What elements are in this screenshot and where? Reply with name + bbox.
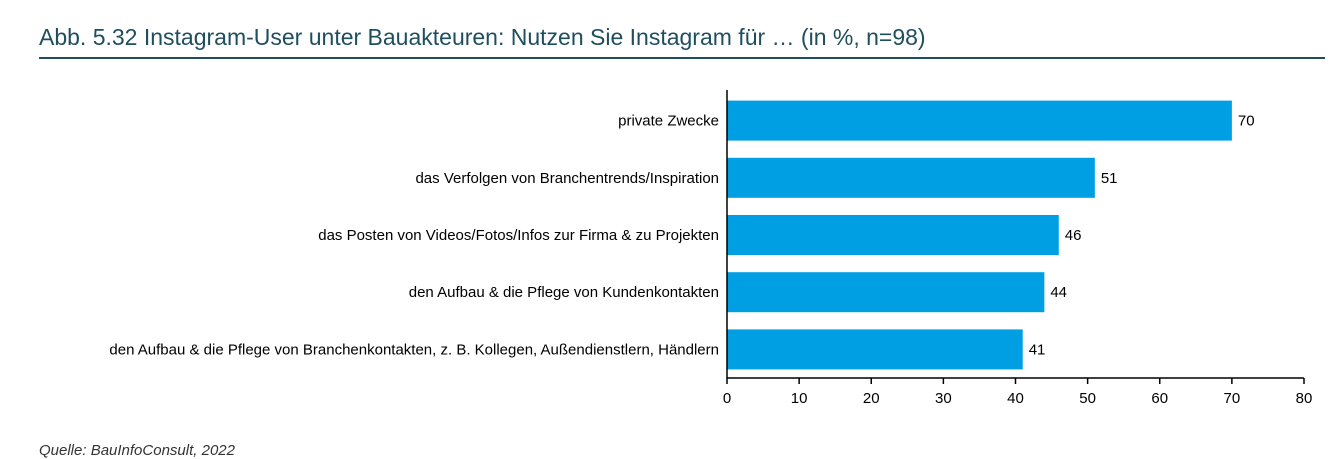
bar: [727, 100, 1232, 141]
x-tick-label: 10: [791, 390, 808, 407]
data-label: 51: [1101, 170, 1118, 187]
x-tick-label: 40: [1007, 390, 1024, 407]
category-label: private Zwecke: [618, 113, 719, 130]
category-label: das Verfolgen von Branchentrends/Inspira…: [415, 170, 719, 187]
category-label: den Aufbau & die Pflege von Kundenkontak…: [409, 284, 719, 301]
data-label: 44: [1050, 284, 1067, 301]
bar: [727, 272, 1045, 313]
data-label: 46: [1065, 227, 1082, 244]
bar: [727, 157, 1095, 198]
x-tick-label: 30: [935, 390, 952, 407]
data-label: 70: [1238, 113, 1255, 130]
bar: [727, 329, 1023, 370]
x-tick-label: 80: [1296, 390, 1313, 407]
data-label: 41: [1029, 341, 1046, 358]
source-note: Quelle: BauInfoConsult, 2022: [39, 442, 235, 459]
x-tick-label: 0: [723, 390, 731, 407]
x-tick-label: 50: [1079, 390, 1096, 407]
bar: [727, 215, 1059, 255]
x-tick-label: 70: [1224, 390, 1241, 407]
category-label: den Aufbau & die Pflege von Branchenkont…: [109, 341, 719, 358]
category-label: das Posten von Videos/Fotos/Infos zur Fi…: [318, 227, 719, 244]
x-tick-label: 20: [863, 390, 880, 407]
title-divider: [39, 57, 1325, 59]
chart-title: Abb. 5.32 Instagram-User unter Bauakteur…: [39, 24, 926, 50]
x-tick-label: 60: [1151, 390, 1168, 407]
